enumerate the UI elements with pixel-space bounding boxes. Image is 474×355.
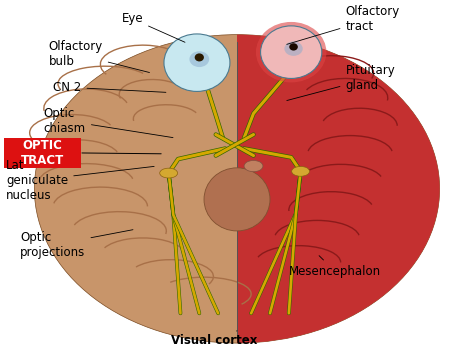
Text: Visual cortex: Visual cortex bbox=[171, 331, 257, 347]
Ellipse shape bbox=[244, 160, 263, 172]
Ellipse shape bbox=[204, 168, 270, 231]
Text: CN 2: CN 2 bbox=[53, 81, 166, 94]
Ellipse shape bbox=[160, 168, 178, 178]
Text: Optic
projections: Optic projections bbox=[20, 230, 133, 259]
Ellipse shape bbox=[35, 35, 439, 343]
Ellipse shape bbox=[195, 53, 204, 61]
Ellipse shape bbox=[261, 26, 322, 78]
Ellipse shape bbox=[176, 70, 204, 83]
Text: Optic
chiasm: Optic chiasm bbox=[44, 106, 173, 138]
Ellipse shape bbox=[284, 42, 303, 56]
Text: Eye: Eye bbox=[121, 12, 185, 42]
Ellipse shape bbox=[35, 35, 439, 343]
Text: OPTIC
TRACT: OPTIC TRACT bbox=[21, 139, 64, 167]
Ellipse shape bbox=[190, 51, 209, 67]
Ellipse shape bbox=[256, 22, 327, 82]
Ellipse shape bbox=[292, 166, 310, 176]
Ellipse shape bbox=[263, 57, 282, 65]
FancyBboxPatch shape bbox=[4, 138, 82, 168]
Text: Olfactory
tract: Olfactory tract bbox=[287, 5, 400, 44]
Ellipse shape bbox=[289, 43, 298, 50]
Text: Pituitary
gland: Pituitary gland bbox=[287, 65, 395, 100]
Text: Mesencephalon: Mesencephalon bbox=[289, 256, 381, 278]
Text: Olfactory
bulb: Olfactory bulb bbox=[48, 40, 149, 72]
Ellipse shape bbox=[164, 34, 230, 92]
Text: Lat
geniculate
nucleus: Lat geniculate nucleus bbox=[6, 159, 154, 202]
